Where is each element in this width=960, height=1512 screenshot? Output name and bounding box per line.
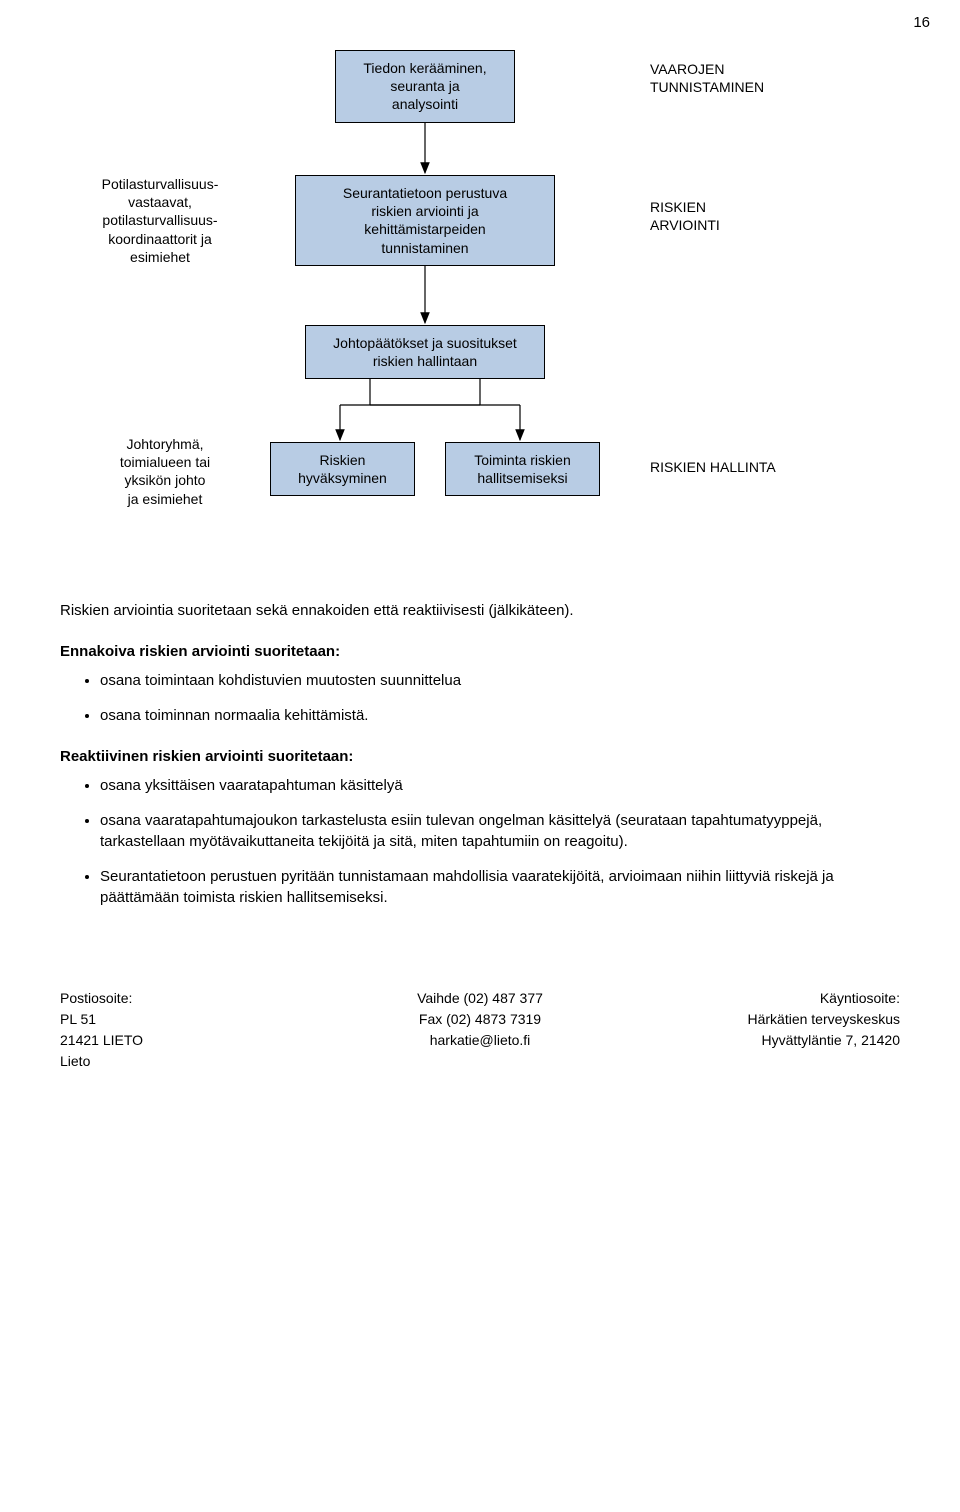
heading-reaktiivinen: Reaktiivinen riskien arviointi suoriteta…: [60, 748, 900, 765]
footer-line: Hyvättyläntie 7, 21420: [620, 1030, 900, 1051]
box-riskien-hyv: Riskienhyväksyminen: [270, 442, 415, 496]
footer-col-left: Postiosoite: PL 51 21421 LIETO Lieto: [60, 988, 340, 1072]
footer-line: Härkätien terveyskeskus: [620, 1009, 900, 1030]
footer-line: Käyntiosoite:: [620, 988, 900, 1009]
page: 16 Tiedon kerääminen,seuranta jaanalysoi…: [0, 0, 960, 1102]
page-number: 16: [913, 14, 930, 31]
label-potilas: Potilasturvallisuus-vastaavat,potilastur…: [80, 175, 240, 266]
flowchart: Tiedon kerääminen,seuranta jaanalysointi…: [60, 40, 900, 570]
footer-line: 21421 LIETO: [60, 1030, 340, 1051]
box-tiedon: Tiedon kerääminen,seuranta jaanalysointi: [335, 50, 515, 123]
label-riskien-hallinta: RISKIEN HALLINTA: [650, 458, 776, 476]
label-riskien-arviointi: RISKIENARVIOINTI: [650, 198, 720, 234]
list-item: osana toiminnan normaalia kehittämistä.: [100, 705, 900, 726]
list-ennakoiva: osana toimintaan kohdistuvien muutosten …: [60, 670, 900, 726]
label-vaarojen: VAAROJENTUNNISTAMINEN: [650, 60, 764, 96]
list-item: osana vaaratapahtumajoukon tarkastelusta…: [100, 810, 900, 852]
footer-line: Fax (02) 4873 7319: [340, 1009, 620, 1030]
footer: Postiosoite: PL 51 21421 LIETO Lieto Vai…: [60, 988, 900, 1072]
footer-col-center: Vaihde (02) 487 377 Fax (02) 4873 7319 h…: [340, 988, 620, 1072]
box-seuranta: Seurantatietoon perustuvariskien arvioin…: [295, 175, 555, 266]
list-reaktiivinen: osana yksittäisen vaaratapahtuman käsitt…: [60, 775, 900, 908]
footer-col-right: Käyntiosoite: Härkätien terveyskeskus Hy…: [620, 988, 900, 1072]
list-item: osana yksittäisen vaaratapahtuman käsitt…: [100, 775, 900, 796]
list-item: osana toimintaan kohdistuvien muutosten …: [100, 670, 900, 691]
paragraph-intro: Riskien arviointia suoritetaan sekä enna…: [60, 600, 900, 621]
footer-line: Postiosoite:: [60, 988, 340, 1009]
label-johtoryhma: Johtoryhmä,toimialueen taiyksikön johtoj…: [90, 435, 240, 508]
box-toiminta: Toiminta riskienhallitsemiseksi: [445, 442, 600, 496]
footer-line: PL 51: [60, 1009, 340, 1030]
list-item: Seurantatietoon perustuen pyritään tunni…: [100, 866, 900, 908]
box-johtopaatokset: Johtopäätökset ja suosituksetriskien hal…: [305, 325, 545, 379]
footer-line: Vaihde (02) 487 377: [340, 988, 620, 1009]
heading-ennakoiva: Ennakoiva riskien arviointi suoritetaan:: [60, 643, 900, 660]
footer-line: harkatie@lieto.fi: [340, 1030, 620, 1051]
footer-line: Lieto: [60, 1051, 340, 1072]
